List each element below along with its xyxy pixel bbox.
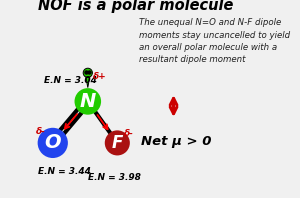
Text: δ-: δ- [36,127,46,136]
Text: E.N = 3.98: E.N = 3.98 [88,172,141,182]
Circle shape [105,130,130,155]
Text: O: O [44,133,61,152]
Text: E.N = 3.44: E.N = 3.44 [38,167,91,176]
Circle shape [74,88,101,115]
Text: E.N = 3.04: E.N = 3.04 [44,76,96,85]
Circle shape [38,128,68,158]
Polygon shape [86,77,90,88]
Text: N: N [80,92,96,111]
Text: NOF is a polar molecule: NOF is a polar molecule [38,0,233,13]
Circle shape [83,68,92,77]
Text: δ-: δ- [124,129,134,138]
Text: Net μ > 0: Net μ > 0 [141,135,212,148]
Text: δ+: δ+ [93,72,106,81]
Text: The unequal N=O and N-F dipole
moments stay uncancelled to yield
an overall pola: The unequal N=O and N-F dipole moments s… [139,18,290,64]
Text: F: F [112,134,123,152]
